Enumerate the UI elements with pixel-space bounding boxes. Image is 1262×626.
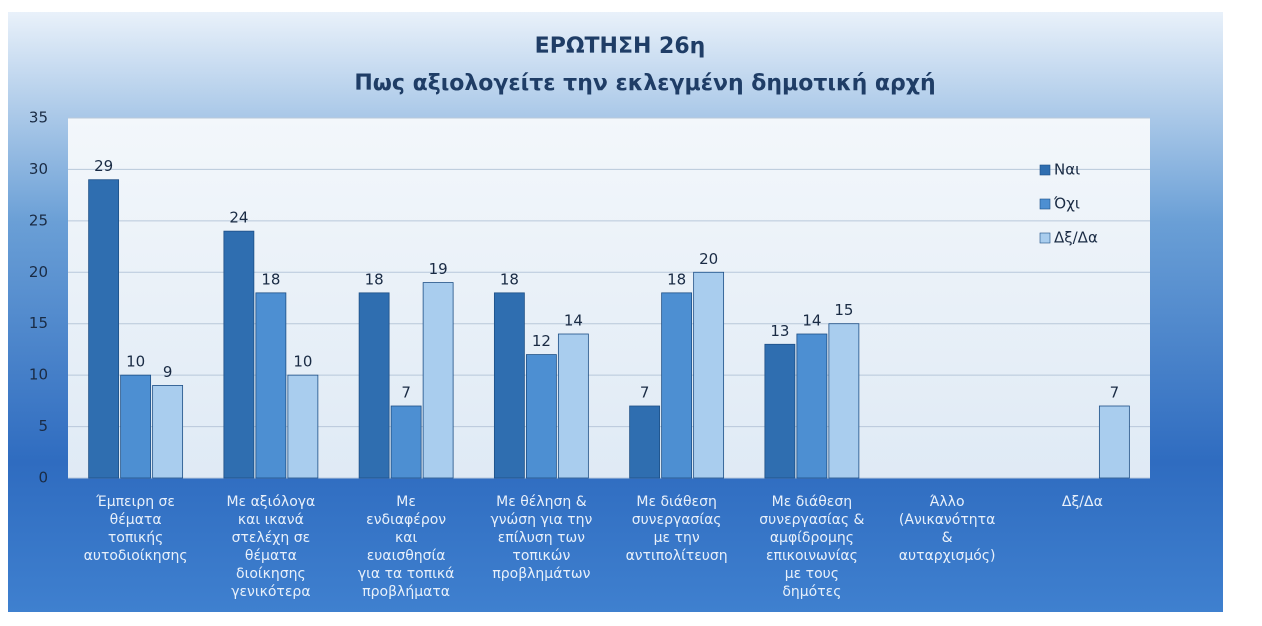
- x-tick-label: με την: [654, 530, 700, 546]
- bar: [390, 405, 422, 479]
- bar: [223, 230, 255, 479]
- x-tick-label: (Ανικανότητα: [899, 512, 995, 528]
- x-tick-label: τοπικής: [108, 530, 164, 546]
- x-tick-label: προβλήματα: [362, 584, 450, 600]
- value-label: 7: [1110, 384, 1120, 402]
- value-label: 14: [802, 312, 821, 330]
- bar: [493, 292, 525, 479]
- bar: [287, 374, 319, 479]
- value-label: 12: [532, 332, 551, 350]
- value-label: 20: [699, 250, 718, 268]
- bar: [796, 333, 828, 479]
- x-tick-label: αντιπολίτευση: [626, 548, 728, 564]
- value-label: 9: [163, 363, 173, 381]
- legend-label: Ναι: [1054, 161, 1080, 179]
- x-tick-label: συνεργασίας: [632, 512, 722, 528]
- bar: [557, 333, 589, 479]
- x-tick-label: Με θέληση &: [496, 494, 587, 510]
- y-tick-label: 10: [29, 366, 48, 384]
- value-label: 29: [94, 157, 113, 175]
- x-tick-label: αυτοδιοίκησης: [84, 548, 188, 564]
- value-label: 19: [429, 260, 448, 278]
- value-label: 10: [293, 353, 312, 371]
- value-label: 7: [640, 384, 650, 402]
- x-tick-label: θέματα: [245, 548, 297, 564]
- bar: [629, 405, 661, 479]
- legend-label: Δξ/Δα: [1054, 229, 1098, 247]
- x-tick-label: Με: [396, 494, 416, 510]
- value-label: 15: [834, 301, 853, 319]
- x-tick-label: με τους: [785, 566, 839, 582]
- x-tick-label: για τα τοπικά: [358, 566, 454, 582]
- x-tick-label: και ικανά: [238, 512, 304, 528]
- y-tick-label: 30: [29, 160, 48, 178]
- value-label: 13: [770, 322, 789, 340]
- x-tick-label: αυταρχισμός): [899, 548, 996, 564]
- x-tick-label: Έμπειρη σε: [95, 494, 175, 510]
- value-label: 18: [365, 270, 384, 288]
- legend-marker: [1039, 198, 1051, 210]
- x-tick-label: τοπικών: [512, 548, 570, 564]
- bar: [358, 292, 390, 479]
- bar: [764, 343, 796, 479]
- value-label: 7: [401, 384, 411, 402]
- x-tick-label: επικοινωνίας: [766, 548, 858, 564]
- value-label: 18: [667, 270, 686, 288]
- legend-marker: [1039, 164, 1051, 176]
- bar: [661, 292, 693, 479]
- value-label: 18: [500, 270, 519, 288]
- bar: [88, 179, 120, 479]
- x-tick-label: διοίκησης: [236, 566, 306, 582]
- legend-label: Όχι: [1053, 195, 1080, 213]
- x-tick-label: συνεργασίας &: [759, 512, 864, 528]
- x-tick-label: προβλημάτων: [492, 566, 590, 582]
- x-tick-label: γενικότερα: [231, 584, 310, 600]
- bar: [152, 385, 184, 479]
- y-tick-label: 5: [38, 417, 48, 435]
- bar: [1098, 405, 1130, 479]
- bar: [120, 374, 152, 479]
- y-tick-label: 0: [38, 469, 48, 487]
- bar: [422, 282, 454, 479]
- chart-title: Πως αξιολογείτε την εκλεγμένη δημοτική α…: [354, 71, 935, 96]
- value-label: 18: [261, 270, 280, 288]
- value-label: 24: [229, 209, 248, 227]
- bar: [828, 323, 860, 479]
- bar: [693, 271, 725, 479]
- x-tick-label: επίλυση των: [498, 530, 585, 546]
- bar: [255, 292, 287, 479]
- legend-marker: [1039, 232, 1051, 244]
- x-tick-label: αμφίδρομης: [770, 530, 854, 546]
- value-label: 10: [126, 353, 145, 371]
- x-tick-label: Με διάθεση: [636, 494, 717, 510]
- x-tick-label: Με αξιόλογα: [226, 494, 315, 510]
- x-tick-label: δημότες: [782, 584, 841, 600]
- y-tick-label: 35: [29, 109, 48, 127]
- y-tick-label: 25: [29, 211, 48, 229]
- x-tick-label: ενδιαφέρον: [366, 512, 446, 528]
- chart-title: ΕΡΩΤΗΣΗ 26η: [535, 34, 706, 59]
- bar: [525, 354, 557, 479]
- x-tick-label: Με διάθεση: [772, 494, 853, 510]
- x-tick-label: στελέχη σε: [232, 530, 311, 546]
- value-label: 14: [564, 312, 583, 330]
- y-tick-label: 15: [29, 314, 48, 332]
- x-tick-label: ευαισθησία: [367, 548, 446, 564]
- x-tick-label: γνώση για την: [490, 512, 592, 528]
- x-tick-label: &: [942, 530, 953, 546]
- x-tick-label: θέματα: [110, 512, 162, 528]
- x-tick-label: Δξ/Δα: [1062, 494, 1103, 510]
- x-tick-label: Άλλο: [930, 494, 965, 510]
- y-tick-label: 20: [29, 263, 48, 281]
- x-tick-label: και: [395, 530, 417, 546]
